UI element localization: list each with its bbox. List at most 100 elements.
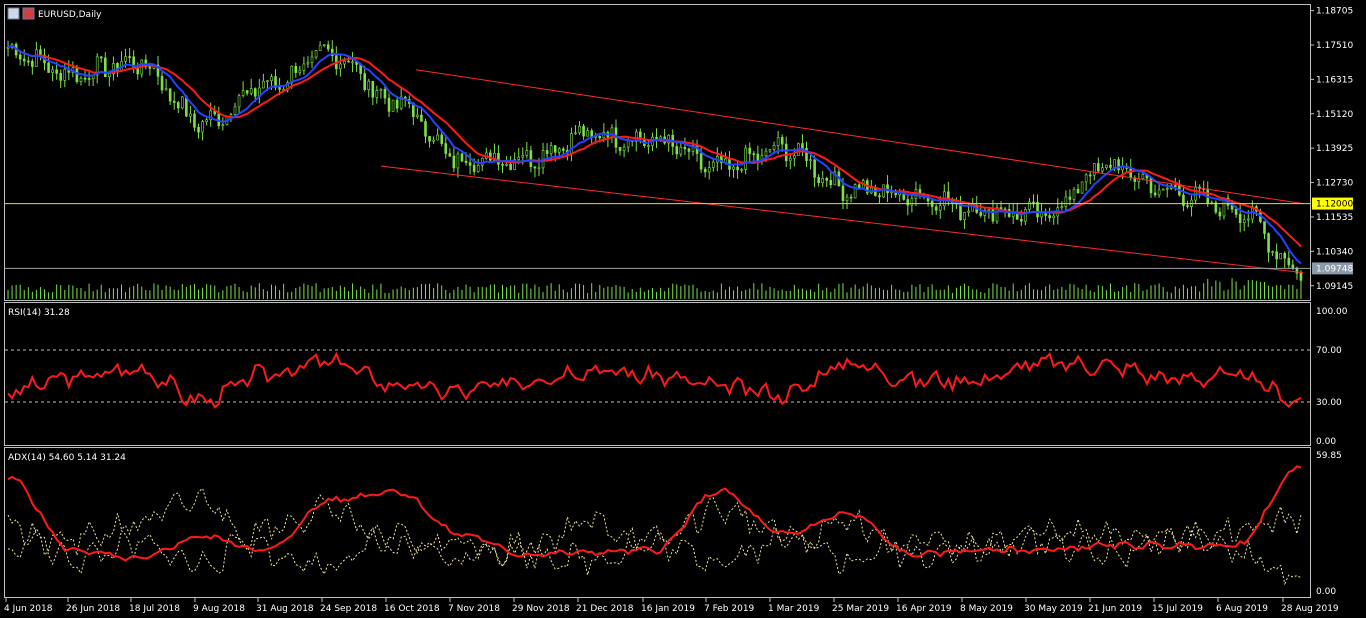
price-pane-frame <box>4 4 1311 301</box>
candle-body <box>610 127 614 138</box>
adx-plot: 59.85 0.00 <box>7 451 1342 597</box>
candle-body <box>501 164 504 166</box>
price-pane[interactable]: EURUSD,Daily 1.18705 1.17510 1.16315 1.1512… <box>4 4 1354 301</box>
candle-body <box>967 210 970 213</box>
candle-body <box>363 73 367 90</box>
candle-body <box>189 113 192 117</box>
candle-body <box>801 143 804 149</box>
price-tick-label: 1.13925 <box>1316 144 1353 154</box>
window-title: EURUSD,Daily <box>7 7 102 20</box>
adx-pane[interactable]: ADX(14) 54.60 5.14 31.24 59.85 0.00 <box>4 447 1342 598</box>
candle-body <box>205 119 208 122</box>
candle-body <box>148 66 152 69</box>
rsi-title: RSI(14) 31.28 <box>8 308 70 318</box>
price-tick-label: 1.10340 <box>1316 247 1353 257</box>
rsi-tick-label: 0.00 <box>1316 437 1336 447</box>
candle-body <box>75 67 79 82</box>
candle-body <box>1283 252 1287 259</box>
candle-body <box>829 180 833 186</box>
time-tick-label: 29 Nov 2018 <box>512 604 570 614</box>
candle-body <box>83 77 87 80</box>
current-price-badge: 1.09748 <box>1316 264 1353 274</box>
candle-body <box>703 168 707 173</box>
time-tick-label: 15 Jul 2019 <box>1152 604 1203 614</box>
candle-body <box>626 140 630 148</box>
candle-body <box>104 57 107 78</box>
candle-body <box>387 97 391 112</box>
candle-body <box>590 130 593 138</box>
time-tick-label: 21 Jun 2019 <box>1088 604 1142 614</box>
time-tick-label: 24 Sep 2018 <box>320 604 377 614</box>
candle-body <box>1295 267 1299 274</box>
rsi-pane[interactable]: RSI(14) 31.28 100.00 70.00 30.00 0.00 <box>4 302 1348 448</box>
candle-body <box>278 87 281 90</box>
time-tick-label: 26 Jun 2018 <box>66 604 120 614</box>
candle-body <box>1101 167 1104 172</box>
time-tick-label: 30 May 2019 <box>1024 604 1083 614</box>
candle-body <box>711 161 715 168</box>
candle-body <box>533 166 537 169</box>
candle-body <box>432 139 435 142</box>
candle-body <box>371 80 375 98</box>
candle-body <box>456 153 460 169</box>
candle-body <box>266 80 269 83</box>
candle-body <box>1036 201 1039 218</box>
candle-body <box>168 88 172 102</box>
candle-body <box>314 50 318 58</box>
candle-body <box>509 163 512 170</box>
candle-body <box>318 44 322 51</box>
candle-body <box>740 169 743 171</box>
rsi-plot: 100.00 70.00 30.00 0.00 <box>5 307 1348 447</box>
candle-body <box>622 146 626 151</box>
current-price-badge-bg <box>1312 262 1353 275</box>
time-tick-label: 25 Mar 2019 <box>832 604 889 614</box>
candle-body <box>302 63 306 71</box>
candle-body <box>1234 208 1238 215</box>
candle-body <box>1020 218 1023 222</box>
candle-body <box>379 89 383 91</box>
price-axis: 1.18705 1.17510 1.16315 1.15120 1.13925 1.127… <box>1310 7 1353 292</box>
candle-body <box>339 63 342 70</box>
candle-body <box>529 150 533 167</box>
candle-body <box>845 196 849 201</box>
candle-body <box>460 153 464 162</box>
candle-body <box>878 195 881 198</box>
candle-body <box>1246 218 1250 221</box>
price-tick-label: 1.18705 <box>1316 7 1353 17</box>
candle-body <box>1048 215 1051 219</box>
candle-body <box>493 152 496 161</box>
candle-body <box>979 212 983 216</box>
candle-body <box>788 157 792 162</box>
candle-body <box>683 147 687 150</box>
candle-body <box>748 147 752 154</box>
candle-body <box>752 153 756 155</box>
candle-body <box>586 130 589 137</box>
candle-body <box>245 90 249 94</box>
time-tick-label: 7 Feb 2019 <box>704 604 755 614</box>
candle-body <box>436 134 439 141</box>
candle-body <box>35 49 38 67</box>
level-price-badge: 1.12000 <box>1316 200 1353 210</box>
channel-upper-line <box>415 69 1304 205</box>
candle-body <box>675 146 679 155</box>
chart-type-icon[interactable] <box>22 7 35 20</box>
candle-body <box>574 132 577 135</box>
time-tick-label: 8 May 2019 <box>960 604 1013 614</box>
candle-body <box>108 73 111 78</box>
candle-body <box>793 155 796 159</box>
candle-body <box>991 209 995 222</box>
candle-body <box>1068 196 1072 200</box>
candle-body <box>813 159 816 178</box>
candle-body <box>618 146 622 151</box>
candle-body <box>112 62 115 75</box>
candle-body <box>18 54 22 60</box>
candle-body <box>420 114 423 122</box>
candle-body <box>39 49 42 56</box>
candle-body <box>128 56 131 58</box>
candle-body <box>910 198 914 206</box>
candle-body <box>99 56 103 59</box>
candle-body <box>707 167 711 173</box>
candle-body <box>249 88 253 94</box>
window-menu-icon[interactable] <box>7 7 20 20</box>
